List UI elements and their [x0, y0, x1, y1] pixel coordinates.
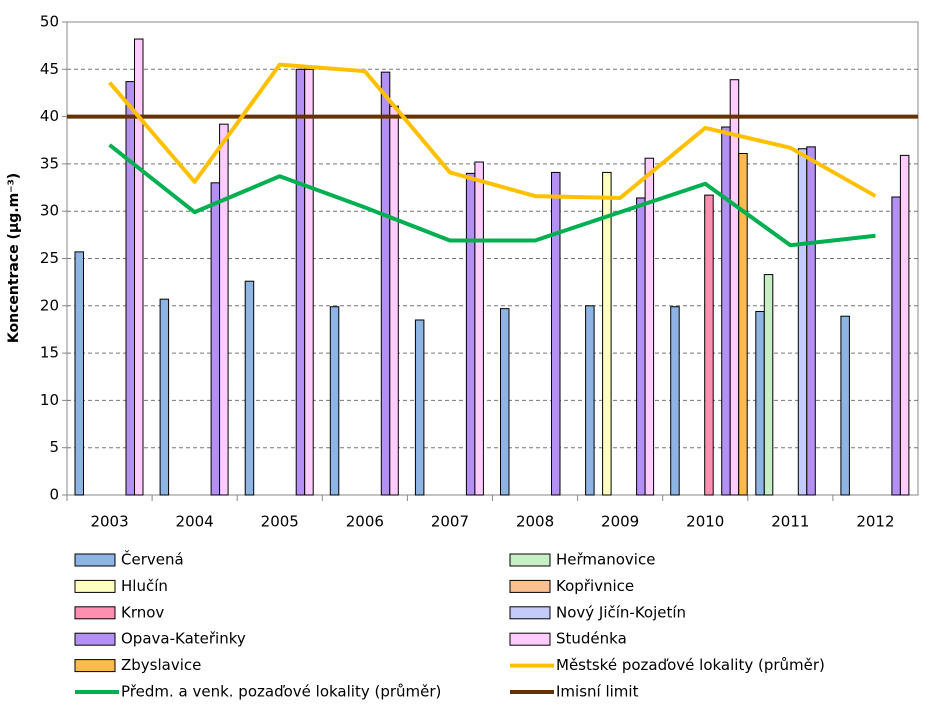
bar	[389, 105, 399, 496]
legend-label: Imisní limit	[556, 683, 639, 701]
x-tick-label: 2012	[856, 513, 894, 531]
bar	[721, 126, 731, 496]
bar	[329, 306, 340, 496]
bar	[159, 298, 170, 496]
bar	[219, 123, 229, 496]
bar	[602, 171, 612, 496]
legend-label: Opava-Kateřinky	[121, 630, 246, 648]
bar	[891, 196, 901, 496]
bar	[380, 71, 391, 496]
bar	[840, 315, 850, 496]
y-tick-label: 30	[40, 202, 59, 220]
x-tick-label: 2004	[176, 513, 214, 531]
bar	[295, 68, 306, 496]
legend-swatch	[74, 553, 116, 567]
legend-label: Hlučín	[121, 577, 168, 595]
bar	[899, 154, 910, 496]
bar	[636, 197, 646, 496]
legend-label: Předm. a venk. pozaďové lokality (průměr…	[121, 683, 441, 701]
bar	[125, 81, 135, 496]
legend-label: Nový Jičín-Kojetín	[556, 603, 686, 621]
bar	[738, 152, 748, 496]
bar	[644, 157, 655, 496]
bar	[244, 280, 255, 496]
bar	[797, 148, 808, 496]
bar	[763, 274, 774, 496]
legend-swatch	[509, 579, 551, 593]
y-tick-label: 15	[40, 344, 59, 362]
legend-swatch	[74, 632, 116, 646]
x-tick-label: 2011	[771, 513, 809, 531]
legend-swatch	[509, 553, 551, 567]
bar	[806, 146, 816, 496]
x-tick-label: 2005	[261, 513, 299, 531]
bar	[414, 319, 425, 496]
bar	[500, 308, 510, 496]
legend-label: Zbyslavice	[121, 656, 201, 674]
y-tick-label: 25	[40, 249, 59, 267]
bar	[729, 79, 740, 496]
line-series	[108, 62, 877, 200]
legend-label: Červená	[121, 550, 184, 569]
legend-swatch	[74, 659, 116, 673]
x-tick-label: 2010	[686, 513, 724, 531]
bar	[210, 182, 221, 496]
legend-swatch	[74, 579, 116, 593]
y-axis-label: Koncentrace (µg.m⁻³)	[6, 173, 22, 343]
line-series	[108, 143, 876, 248]
legend-label: Studénka	[556, 630, 627, 648]
bar	[474, 161, 484, 496]
y-tick-label: 45	[40, 60, 59, 78]
bar	[670, 306, 680, 496]
legend-swatch	[509, 606, 551, 620]
x-tick-label: 2008	[516, 513, 554, 531]
y-tick-label: 20	[40, 296, 59, 314]
x-tick-label: 2009	[601, 513, 639, 531]
bar	[304, 68, 314, 496]
x-tick-label: 2006	[346, 513, 384, 531]
y-tick-label: 40	[40, 107, 59, 125]
legend-label: Krnov	[121, 603, 164, 621]
y-tick-label: 10	[40, 391, 59, 409]
bar	[755, 310, 765, 496]
x-tick-label: 2007	[431, 513, 469, 531]
legend-label: Kopřivnice	[556, 577, 634, 595]
legend-swatch	[74, 606, 116, 620]
bar	[585, 305, 595, 496]
bar	[551, 171, 561, 496]
legend-label: Městské pozaďové lokality (průměr)	[556, 656, 825, 674]
legend-swatch	[509, 632, 551, 646]
y-tick-label: 5	[49, 438, 59, 456]
bar	[134, 38, 144, 496]
y-tick-label: 0	[49, 486, 59, 504]
bar	[704, 194, 714, 496]
bar	[74, 251, 84, 496]
legend-label: Heřmanovice	[556, 551, 655, 569]
y-tick-label: 35	[40, 154, 59, 172]
bar	[465, 172, 476, 496]
x-tick-label: 2003	[90, 513, 128, 531]
y-tick-label: 50	[40, 13, 59, 31]
